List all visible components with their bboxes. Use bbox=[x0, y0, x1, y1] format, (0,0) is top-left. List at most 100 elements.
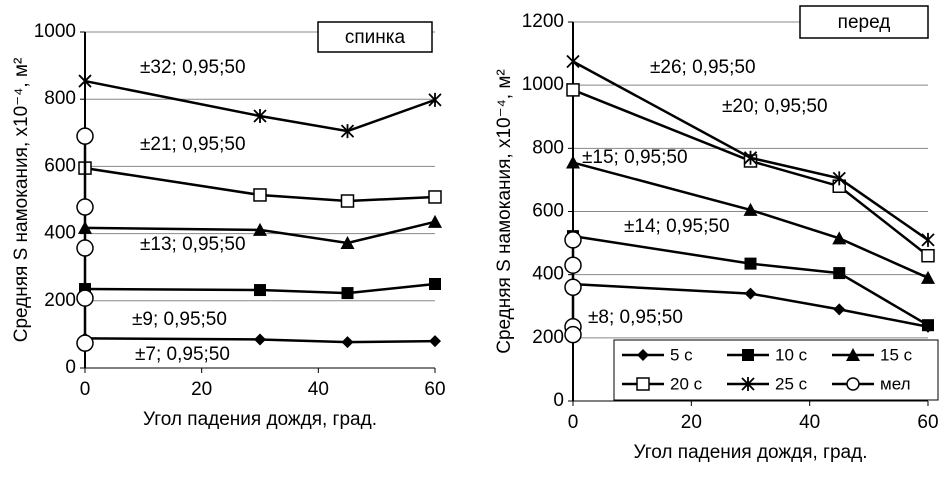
legend-label: 15 с bbox=[880, 345, 913, 364]
data-point bbox=[921, 232, 935, 247]
data-point bbox=[340, 194, 355, 208]
series bbox=[76, 127, 94, 352]
data-point bbox=[833, 267, 846, 280]
series bbox=[79, 278, 441, 300]
data-point bbox=[78, 74, 92, 89]
series bbox=[566, 54, 935, 247]
y-tick-label: 400 bbox=[44, 223, 76, 244]
series-line bbox=[572, 234, 929, 327]
series-line bbox=[84, 282, 436, 295]
data-point bbox=[743, 202, 758, 216]
data-point bbox=[744, 257, 757, 270]
legend-marker bbox=[846, 348, 860, 361]
series bbox=[78, 214, 442, 250]
chart-title: перед bbox=[838, 12, 891, 33]
data-point bbox=[833, 303, 846, 316]
x-tick-label: 20 bbox=[191, 379, 212, 400]
data-point bbox=[429, 278, 441, 290]
y-tick-label: 0 bbox=[553, 390, 564, 411]
series bbox=[566, 83, 935, 263]
y-tick-label: 1000 bbox=[34, 21, 76, 42]
chart-title: спинка bbox=[345, 27, 406, 48]
annotation: ±8; 0,95;50 bbox=[588, 307, 683, 328]
y-tick-label: 1200 bbox=[522, 11, 564, 32]
data-point bbox=[429, 335, 441, 348]
series-line bbox=[572, 60, 929, 241]
x-tick-label: 40 bbox=[308, 379, 329, 400]
data-point bbox=[341, 287, 354, 300]
legend-label: 20 с bbox=[670, 374, 703, 393]
y-tick-label: 1000 bbox=[522, 74, 564, 95]
y-tick-label: 200 bbox=[532, 327, 564, 348]
data-point bbox=[744, 287, 757, 300]
data-point bbox=[564, 256, 582, 274]
data-point bbox=[76, 334, 94, 352]
data-point bbox=[76, 127, 94, 145]
data-point bbox=[921, 248, 935, 263]
series bbox=[78, 74, 442, 139]
annotation: ±32; 0,95;50 bbox=[140, 57, 246, 78]
legend-marker bbox=[637, 349, 649, 361]
data-point bbox=[253, 188, 267, 202]
legend-marker bbox=[741, 377, 755, 391]
x-tick-label: 0 bbox=[568, 412, 579, 433]
data-point bbox=[254, 333, 266, 346]
annotation: ±14; 0,95;50 bbox=[624, 216, 730, 237]
legend-marker bbox=[636, 377, 650, 391]
legend-label: 10 с bbox=[775, 345, 808, 364]
data-point bbox=[564, 278, 582, 297]
data-point bbox=[254, 284, 266, 297]
x-axis-label: Угол падения дождя, град. bbox=[143, 409, 377, 430]
x-tick-label: 60 bbox=[424, 379, 445, 400]
series-line bbox=[84, 220, 436, 245]
annotation: ±21; 0,95;50 bbox=[140, 134, 246, 155]
legend bbox=[613, 339, 939, 401]
series-line bbox=[572, 282, 929, 329]
data-point bbox=[832, 231, 847, 245]
legend-label: 5 с bbox=[670, 345, 693, 364]
legend-label: мел bbox=[880, 374, 911, 393]
series bbox=[564, 231, 582, 344]
annotation: ±20; 0,95;50 bbox=[722, 96, 828, 117]
annotation: ±9; 0,95;50 bbox=[132, 309, 227, 330]
annotation: ±7; 0,95;50 bbox=[135, 344, 230, 365]
series-line bbox=[84, 166, 436, 203]
x-tick-label: 20 bbox=[681, 412, 702, 433]
y-tick-label: 600 bbox=[44, 155, 76, 176]
y-axis-label: Средняя S намокания, x10⁻⁴, м² bbox=[11, 58, 32, 343]
data-point bbox=[564, 231, 582, 249]
series-line bbox=[84, 337, 436, 344]
data-point bbox=[76, 289, 94, 307]
series-line bbox=[572, 161, 929, 279]
x-tick-label: 60 bbox=[917, 412, 938, 433]
annotation: ±15; 0,95;50 bbox=[582, 147, 688, 168]
data-point bbox=[428, 214, 442, 228]
data-point bbox=[428, 92, 442, 107]
data-point bbox=[428, 190, 442, 204]
y-tick-label: 800 bbox=[532, 137, 564, 158]
data-point bbox=[566, 54, 580, 69]
y-tick-label: 400 bbox=[532, 264, 564, 285]
title-box bbox=[317, 21, 433, 53]
data-point bbox=[253, 222, 267, 236]
data-point bbox=[832, 171, 846, 186]
data-point bbox=[340, 236, 355, 250]
y-axis-label: Средняя S намокания, x10⁻⁴, м² bbox=[494, 69, 515, 354]
data-point bbox=[76, 198, 94, 216]
data-point bbox=[564, 325, 582, 344]
annotation: ±26; 0,95;50 bbox=[650, 57, 756, 78]
series-line bbox=[84, 79, 436, 133]
title-box bbox=[799, 5, 929, 39]
y-tick-label: 600 bbox=[532, 201, 564, 222]
x-tick-label: 40 bbox=[799, 412, 820, 433]
legend-marker bbox=[846, 377, 860, 391]
data-point bbox=[922, 319, 934, 332]
legend-label: 25 с bbox=[775, 374, 808, 393]
y-tick-label: 200 bbox=[44, 290, 76, 311]
x-tick-label: 0 bbox=[80, 379, 91, 400]
data-point bbox=[340, 124, 355, 139]
series bbox=[566, 155, 935, 284]
data-point bbox=[76, 239, 94, 257]
data-point bbox=[253, 109, 267, 123]
